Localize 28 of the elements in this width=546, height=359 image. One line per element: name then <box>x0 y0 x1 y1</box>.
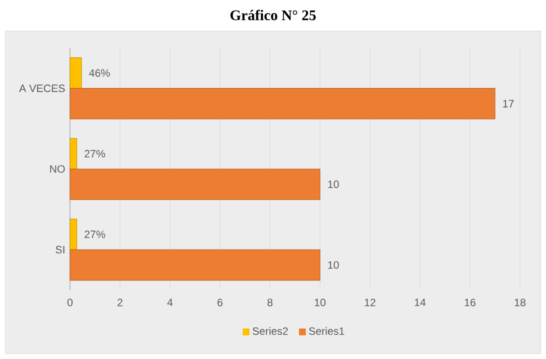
x-tick-label: 10 <box>314 298 326 306</box>
bar <box>70 57 82 89</box>
x-tick-label: 4 <box>167 298 173 306</box>
bar <box>70 218 78 250</box>
bar <box>70 88 496 120</box>
bar <box>70 138 78 170</box>
x-tick-label: 12 <box>364 298 376 306</box>
bar <box>70 249 320 281</box>
legend-label: Series1 <box>308 327 344 335</box>
legend-label: Series2 <box>252 327 288 335</box>
x-tick-label: 8 <box>267 298 272 306</box>
data-label: 27% <box>84 230 106 238</box>
x-tick-label: 16 <box>464 298 476 306</box>
chart-title: Gráfico N° 25 <box>230 10 316 20</box>
y-tick-label: SI <box>56 246 64 254</box>
bar <box>70 168 320 200</box>
data-label: 10 <box>328 261 339 269</box>
y-tick-label: NO <box>50 165 65 173</box>
data-label: 17 <box>503 100 514 108</box>
x-tick-label: 2 <box>118 298 122 306</box>
x-tick-label: 0 <box>67 298 73 306</box>
data-label: 27% <box>84 150 106 158</box>
x-tick-label: 6 <box>218 298 222 306</box>
x-tick-label: 18 <box>514 298 526 306</box>
x-tick-label: 14 <box>414 298 426 306</box>
data-label: 10 <box>328 180 339 188</box>
y-tick-label: A VECES <box>19 84 65 92</box>
data-label: 46% <box>89 69 110 77</box>
